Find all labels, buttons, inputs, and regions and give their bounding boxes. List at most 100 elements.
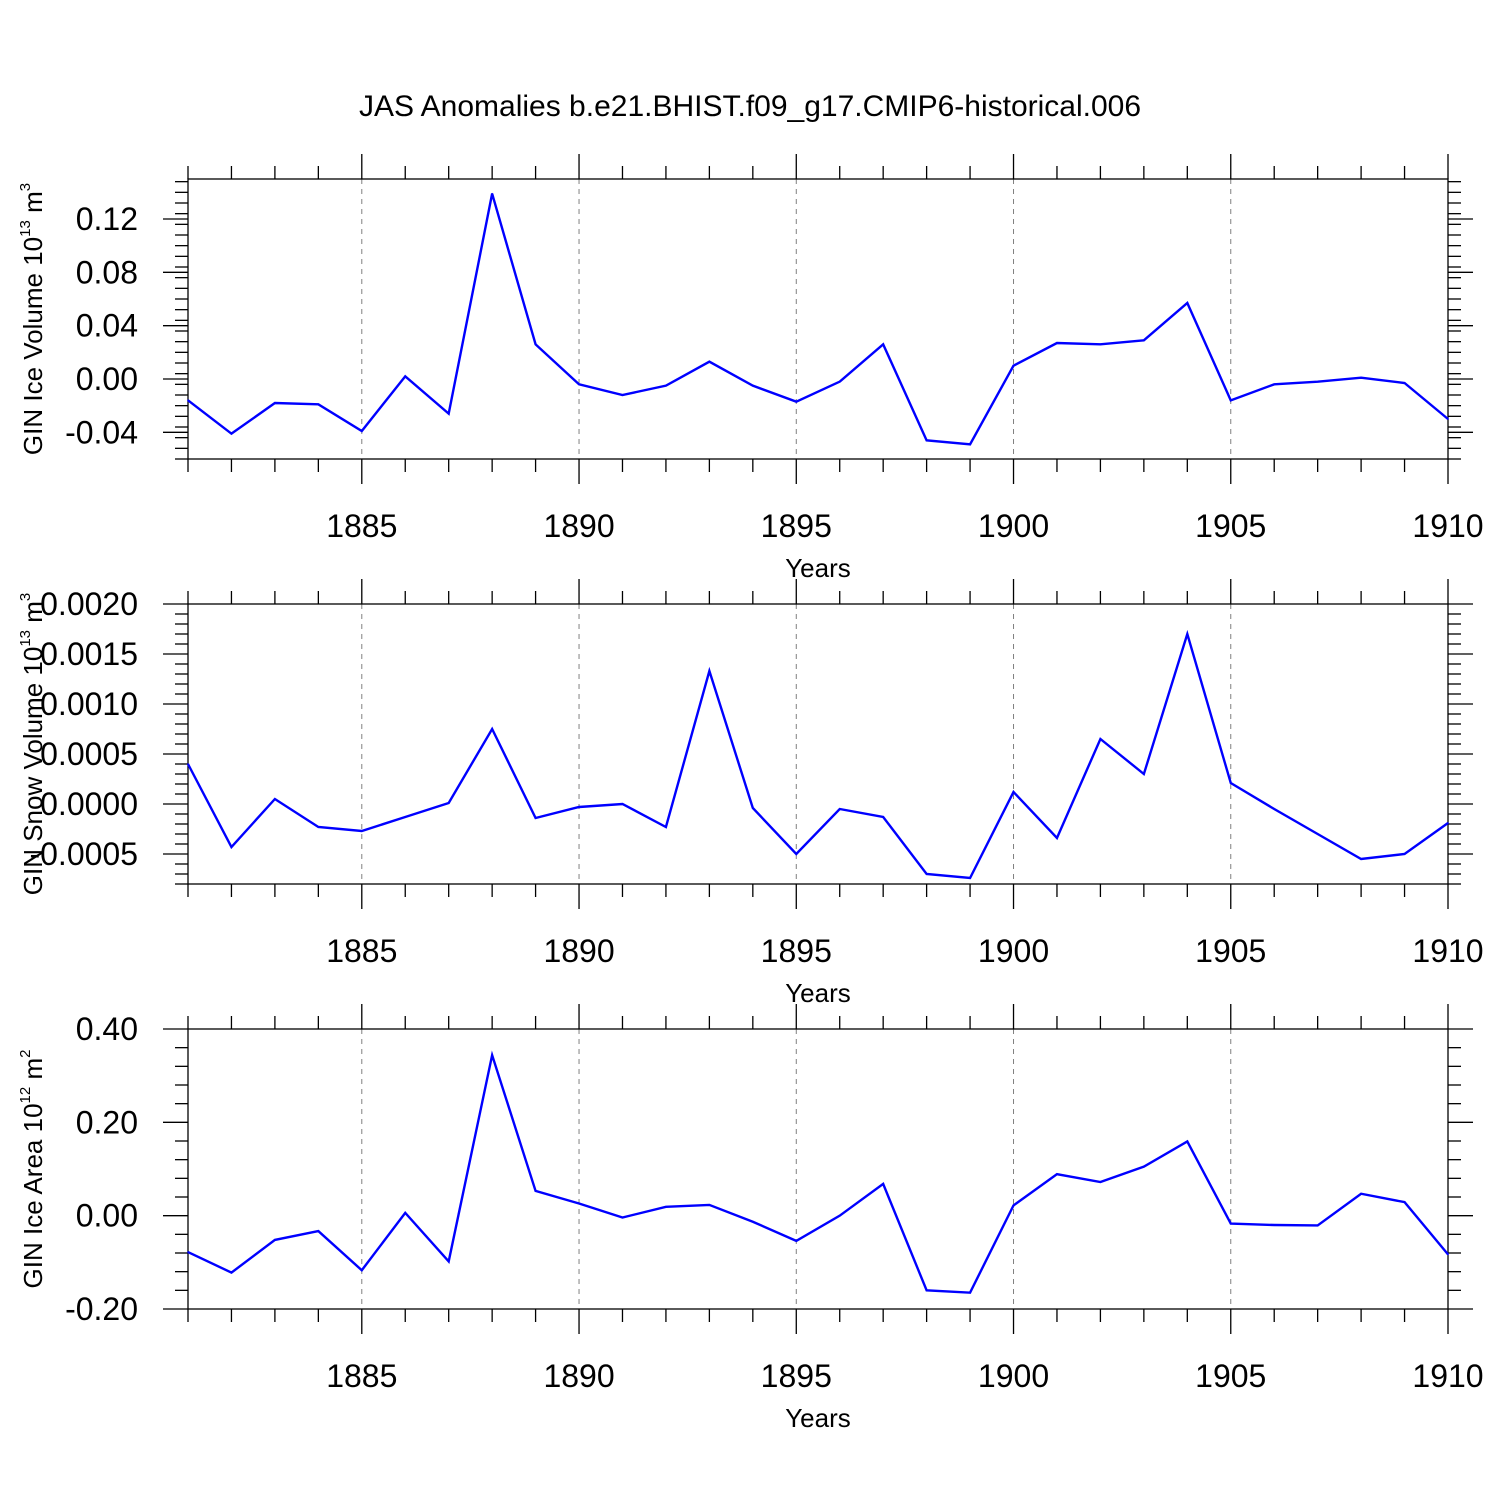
y-tick-label: 0.0015	[40, 636, 138, 672]
data-point	[1316, 1224, 1319, 1227]
data-line	[186, 629, 1449, 880]
x-tick-label: 1910	[1412, 933, 1483, 969]
y-tick-label: 0.0000	[40, 786, 138, 822]
data-point	[1273, 1224, 1276, 1226]
data-point	[708, 1204, 711, 1206]
data-point	[1099, 343, 1102, 346]
plot-frame	[187, 178, 1449, 460]
panel-3: -0.20 0.00 0.20 0.40 1885 1890 1895 1900 1905 191…	[17, 1004, 1484, 1433]
y-tick-label: 0.12	[76, 201, 138, 237]
data-point	[230, 1271, 233, 1274]
data-point	[447, 412, 450, 415]
y-tick-label: -0.04	[65, 414, 138, 450]
data-point	[752, 384, 754, 387]
panel-1: -0.04 0.00 0.04 0.08 0.12 1885 1890 1895 1900 190…	[17, 154, 1484, 583]
data-point	[1360, 1192, 1362, 1195]
data-point	[838, 1214, 841, 1217]
data-point	[1360, 858, 1362, 860]
y-axis-label: GIN Ice Area 1012 m2	[17, 1050, 48, 1289]
data-point	[969, 1291, 971, 1294]
data-point	[1012, 1204, 1015, 1207]
y-label-exponent: 12	[17, 1087, 34, 1104]
y-label-text: GIN Ice Area 10	[18, 1103, 48, 1288]
plot-frame	[187, 1028, 1449, 1310]
data-point	[925, 873, 928, 875]
data-point	[578, 1202, 580, 1205]
data-point	[187, 763, 189, 765]
data-point	[1056, 837, 1058, 839]
y-tick-label: 0.0005	[40, 736, 138, 772]
data-line	[187, 1050, 1449, 1294]
data-point	[230, 846, 233, 848]
y-label-unit: m	[18, 601, 48, 630]
data-point	[665, 1206, 667, 1208]
data-point	[838, 380, 841, 383]
x-tick-label: 1885	[326, 933, 397, 969]
data-point	[187, 399, 189, 402]
data-point	[1403, 382, 1406, 384]
data-point	[1316, 833, 1319, 835]
data-point	[925, 439, 928, 442]
y-tick-label: 0.0010	[40, 686, 138, 722]
data-point	[795, 400, 798, 403]
data-point	[621, 394, 624, 396]
y-label-unit: m	[18, 1058, 48, 1087]
x-tick-label: 1885	[326, 1358, 397, 1394]
y-axis-label: GIN Snow Volume 1013 m3	[17, 593, 48, 896]
data-point	[665, 384, 667, 387]
x-tick-label: 1905	[1195, 933, 1266, 969]
data-point	[230, 432, 233, 435]
y-tick-label: 0.20	[76, 1104, 138, 1140]
data-point	[404, 816, 407, 818]
data-point	[404, 375, 407, 378]
data-point	[534, 1190, 537, 1192]
data-point	[969, 877, 971, 879]
data-point	[360, 430, 363, 432]
panel-2: -0.0005 0.0000 0.0005 0.0010 0.0015 0.0020 188…	[17, 579, 1484, 1008]
data-point	[1403, 853, 1406, 855]
data-point	[1056, 1173, 1058, 1175]
y-label-text: GIN Snow Volume 10	[18, 647, 48, 896]
data-point	[491, 192, 493, 195]
y-tick-label: 0.00	[76, 361, 138, 397]
data-point	[1012, 791, 1015, 793]
data-point	[317, 403, 320, 406]
data-point	[1316, 380, 1319, 383]
data-point	[534, 817, 537, 819]
data-point	[969, 443, 971, 446]
data-point	[1186, 302, 1189, 304]
x-tick-label: 1895	[761, 933, 832, 969]
data-point	[534, 343, 537, 346]
data-point	[1447, 1253, 1449, 1256]
x-tick-label: 1890	[543, 1358, 614, 1394]
data-point	[838, 808, 841, 810]
data-point	[1229, 782, 1232, 784]
data-point	[274, 1239, 276, 1241]
data-point	[882, 343, 884, 346]
data-point	[317, 826, 320, 828]
data-point	[1229, 399, 1232, 402]
data-point	[1273, 383, 1276, 386]
data-point	[1360, 376, 1362, 379]
data-point	[708, 670, 711, 672]
data-point	[491, 1054, 493, 1056]
y-label-unit-exponent: 3	[17, 183, 34, 191]
y-tick-label: 0.08	[76, 254, 138, 290]
plot-frame	[187, 603, 1449, 885]
data-point	[274, 402, 276, 404]
data-point	[360, 830, 363, 832]
y-axis-label: GIN Ice Volume 1013 m3	[17, 183, 48, 455]
y-tick-label: 0.40	[76, 1011, 138, 1047]
x-tick-label: 1905	[1195, 508, 1266, 544]
data-point	[187, 1251, 189, 1253]
data-point	[665, 826, 667, 828]
data-point	[1447, 822, 1449, 824]
data-point	[795, 853, 798, 855]
x-tick-label: 1895	[761, 1358, 832, 1394]
data-point	[621, 803, 624, 805]
data-point	[578, 383, 580, 386]
x-tick-label: 1890	[543, 933, 614, 969]
x-tick-label: 1890	[543, 508, 614, 544]
y-tick-label: -0.20	[65, 1291, 138, 1327]
